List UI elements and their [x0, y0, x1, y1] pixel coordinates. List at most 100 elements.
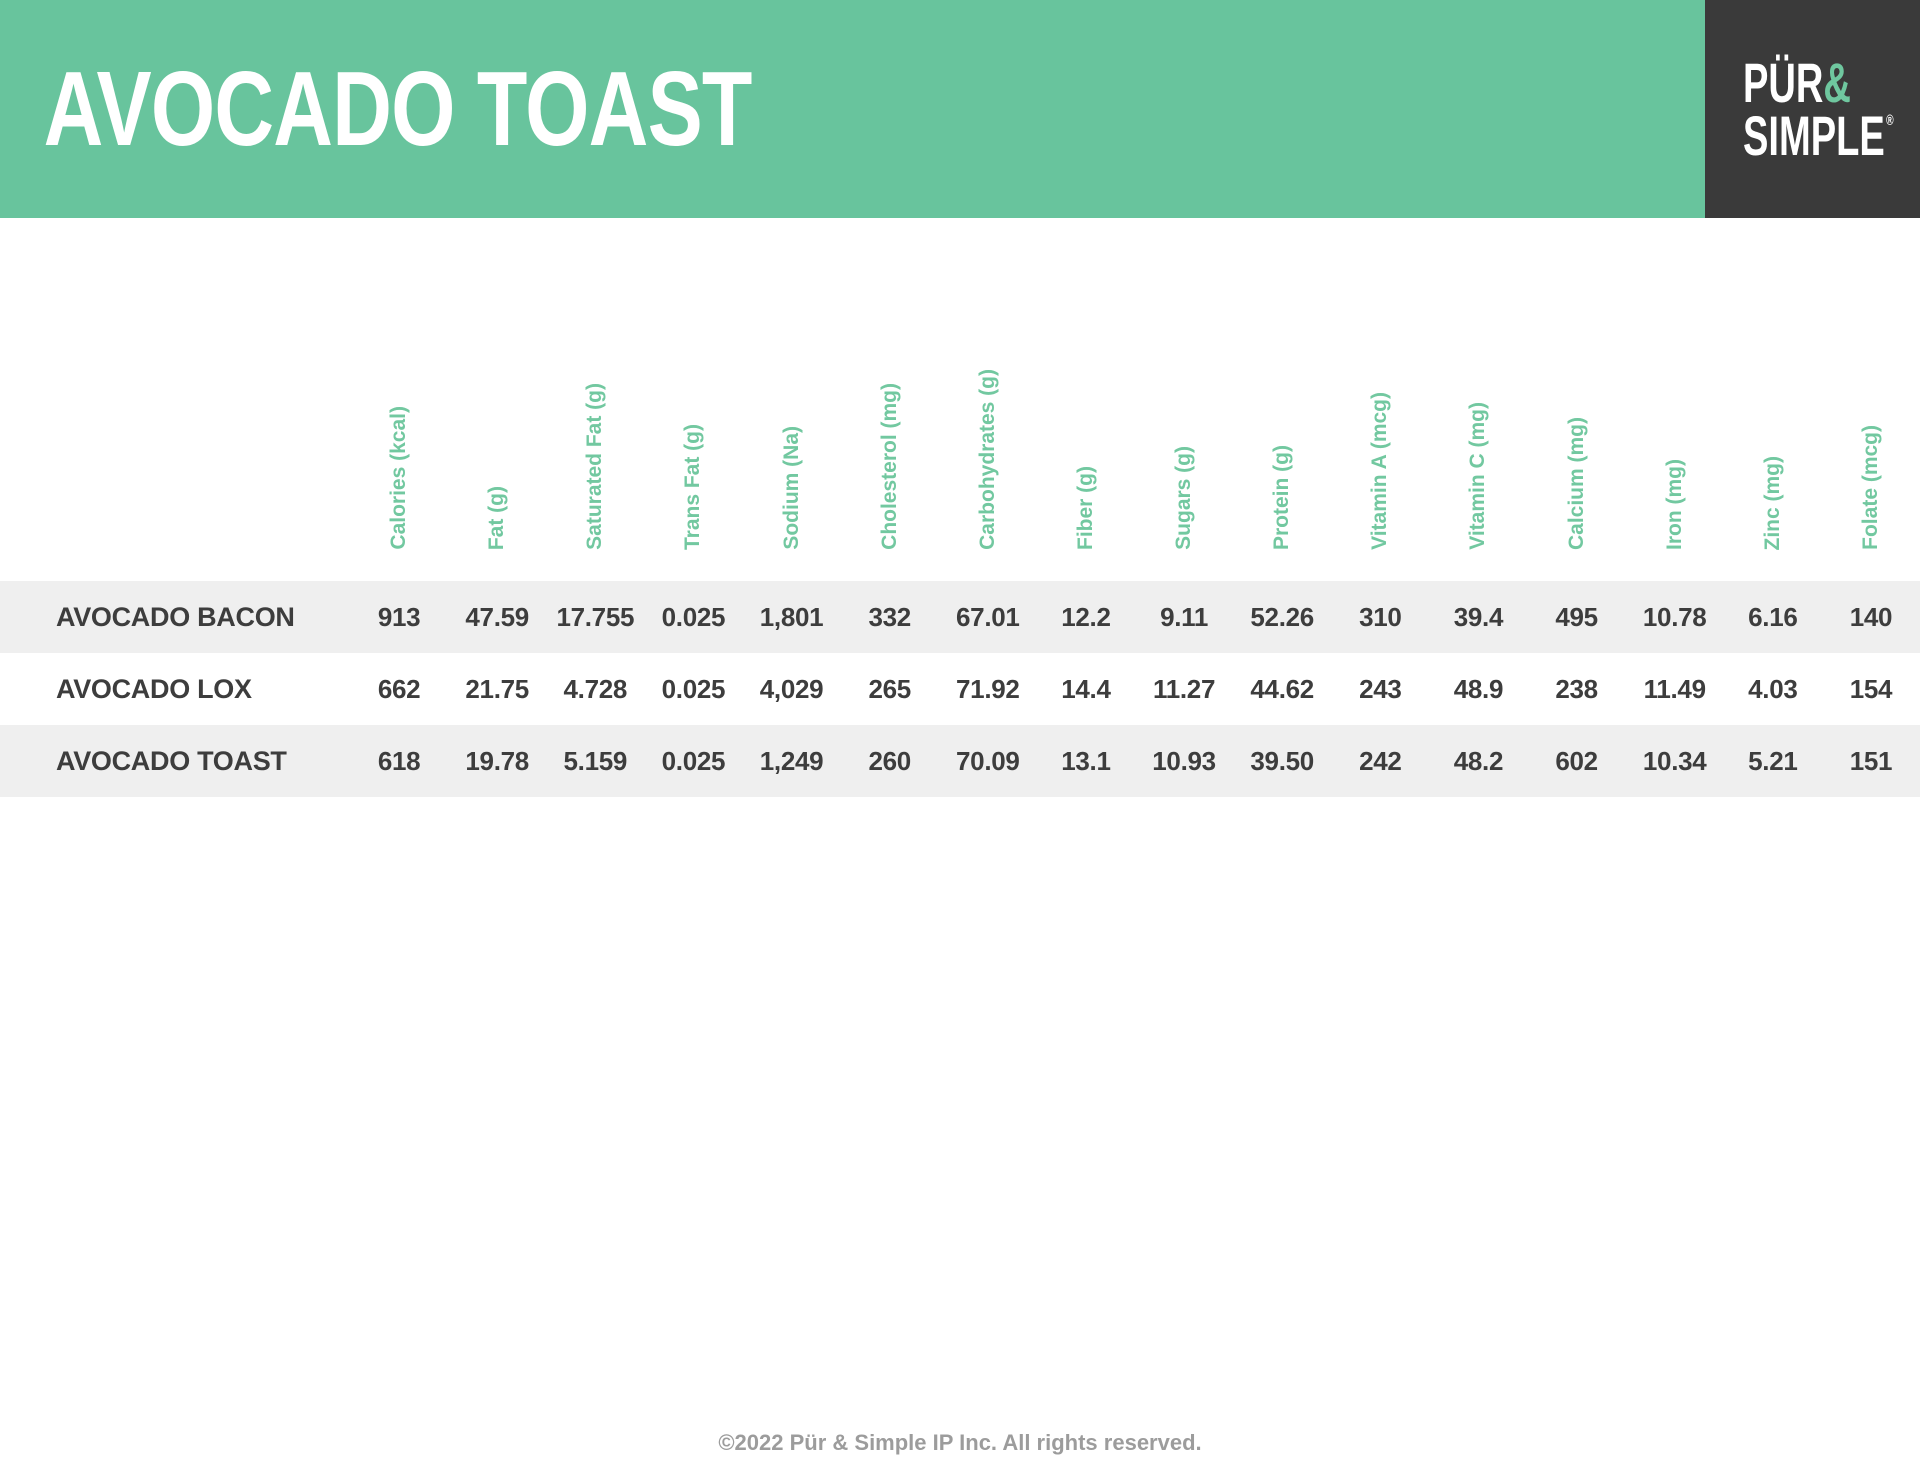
table-cell: 154	[1849, 673, 1893, 704]
table-cell: 13.1	[1061, 745, 1111, 776]
column-header-fiber-g: Fiber (g)	[1037, 250, 1135, 581]
table-cell: 618	[377, 745, 421, 776]
column-header-label: Sugars (g)	[1172, 446, 1196, 550]
table-cell: 39.4	[1453, 601, 1504, 632]
table-cell: 19.78	[465, 745, 529, 776]
table-cell: 242	[1359, 745, 1402, 776]
table-cell: 140	[1849, 601, 1893, 632]
brand-logo-text: PÜR& SIMPLE®	[1743, 54, 1894, 164]
logo-word-pur: PÜR	[1743, 50, 1824, 114]
column-header-folate-mcg: Folate (mcg)	[1822, 250, 1920, 581]
logo-line-2: SIMPLE®	[1743, 108, 1894, 164]
table-row-avocado-bacon: AVOCADO BACON 913 47.59 17.755 0.025 1,801 332…	[0, 581, 1920, 653]
column-header-protein-g: Protein (g)	[1233, 250, 1331, 581]
table-cell: 5.159	[563, 745, 628, 776]
item-column-header	[0, 250, 350, 581]
column-header-sodium-na: Sodium (Na)	[743, 250, 841, 581]
column-header-label: Fat (g)	[485, 485, 509, 550]
column-header-label: Vitamin C (mg)	[1466, 402, 1490, 550]
table-cell: 238	[1555, 673, 1598, 704]
table-cell: 21.75	[465, 673, 529, 704]
table-cell: 10.93	[1152, 745, 1216, 776]
table-cell: 11.49	[1643, 673, 1706, 704]
column-header-vitamin-a-mcg: Vitamin A (mcg)	[1331, 250, 1429, 581]
column-header-label: Vitamin A (mcg)	[1368, 392, 1392, 550]
table-cell: 70.09	[956, 745, 1020, 776]
table-cell: 17.755	[556, 601, 635, 632]
logo-word-simple: SIMPLE	[1743, 104, 1885, 167]
column-header-saturated-fat-g: Saturated Fat (g)	[546, 250, 644, 581]
copyright-notice: ©2022 Pür & Simple IP Inc. All rights re…	[718, 1430, 1202, 1455]
table-cell: 39.50	[1250, 745, 1314, 776]
table-row-avocado-toast: AVOCADO TOAST 618 19.78 5.159 0.025 1,249 260 7…	[0, 725, 1920, 797]
table-cell: 44.62	[1250, 673, 1314, 704]
header-band: AVOCADO TOAST	[0, 0, 1920, 218]
table-cell: 0.025	[661, 745, 726, 776]
table-cell: 602	[1555, 745, 1598, 776]
table-cell: 4.728	[563, 673, 628, 704]
table-cell: 310	[1359, 601, 1402, 632]
table-cell: 495	[1555, 601, 1598, 632]
table-cell: 4,029	[759, 673, 824, 704]
column-header-row: Calories (kcal) Fat (g) Saturated Fat (g) T…	[0, 250, 1920, 581]
column-header-label: Calcium (mg)	[1564, 416, 1588, 550]
column-header-calcium-mg: Calcium (mg)	[1528, 250, 1626, 581]
table-cell: 0.025	[661, 673, 726, 704]
column-header-label: Sodium (Na)	[779, 426, 803, 550]
column-header-label: Zinc (mg)	[1760, 455, 1784, 551]
column-header-sugars-g: Sugars (g)	[1135, 250, 1233, 581]
column-header-label: Folate (mcg)	[1858, 425, 1882, 550]
table-cell: 10.34	[1642, 745, 1707, 776]
table-cell: 662	[377, 673, 421, 704]
column-header-carbohydrates-g: Carbohydrates (g)	[939, 250, 1037, 581]
table-cell: 10.78	[1642, 601, 1707, 632]
row-label: AVOCADO TOAST	[56, 745, 287, 776]
table-cell: 260	[868, 745, 911, 776]
nutrition-table: Calories (kcal) Fat (g) Saturated Fat (g) T…	[0, 250, 1920, 797]
table-cell: 1,801	[759, 601, 824, 632]
column-header-label: Iron (mg)	[1662, 459, 1686, 550]
table-cell: 52.26	[1250, 601, 1314, 632]
table-cell: 12.2	[1061, 601, 1111, 632]
column-header-label: Cholesterol (mg)	[877, 383, 901, 550]
table-cell: 265	[868, 673, 911, 704]
table-cell: 4.03	[1748, 673, 1798, 704]
page-title: AVOCADO TOAST	[43, 49, 753, 168]
column-header-label: Protein (g)	[1270, 445, 1294, 550]
table-cell: 332	[868, 601, 911, 632]
table-cell: 48.2	[1453, 745, 1504, 776]
column-header-iron-mg: Iron (mg)	[1626, 250, 1724, 581]
table-cell: 1,249	[759, 745, 824, 776]
column-header-trans-fat-g: Trans Fat (g)	[644, 250, 742, 581]
table-cell: 151	[1849, 745, 1893, 776]
table-cell: 913	[377, 601, 421, 632]
row-label: AVOCADO LOX	[56, 673, 252, 704]
table-cell: 5.21	[1748, 745, 1798, 776]
column-header-cholesterol-mg: Cholesterol (mg)	[841, 250, 939, 581]
column-header-label: Fiber (g)	[1073, 466, 1097, 550]
column-header-label: Saturated Fat (g)	[583, 383, 607, 550]
table-cell: 243	[1359, 673, 1402, 704]
table-cell: 48.9	[1453, 673, 1504, 704]
column-header-label: Carbohydrates (g)	[975, 369, 999, 550]
column-header-calories-kcal: Calories (kcal)	[350, 250, 448, 581]
table-row-avocado-lox: AVOCADO LOX 662 21.75 4.728 0.025 4,029 265 71.…	[0, 653, 1920, 725]
table-cell: 0.025	[661, 601, 726, 632]
logo-ampersand: &	[1823, 50, 1851, 114]
column-header-zinc-mg: Zinc (mg)	[1724, 250, 1822, 581]
table-body: AVOCADO BACON 913 47.59 17.755 0.025 1,801 332…	[0, 581, 1920, 797]
logo-line-1: PÜR&	[1743, 54, 1863, 110]
table-cell: 9.11	[1160, 601, 1209, 632]
registered-trademark-icon: ®	[1886, 112, 1894, 129]
brand-logo: PÜR& SIMPLE®	[1705, 0, 1920, 218]
column-header-fat-g: Fat (g)	[448, 250, 546, 581]
table-cell: 71.92	[956, 673, 1020, 704]
table-cell: 6.16	[1748, 601, 1798, 632]
table-cell: 14.4	[1061, 673, 1111, 704]
table-cell: 67.01	[956, 601, 1020, 632]
column-header-label: Calories (kcal)	[387, 406, 411, 550]
table-cell: 11.27	[1152, 673, 1216, 704]
row-label: AVOCADO BACON	[56, 601, 295, 632]
column-header-label: Trans Fat (g)	[681, 423, 705, 550]
column-header-vitamin-c-mg: Vitamin C (mg)	[1429, 250, 1527, 581]
